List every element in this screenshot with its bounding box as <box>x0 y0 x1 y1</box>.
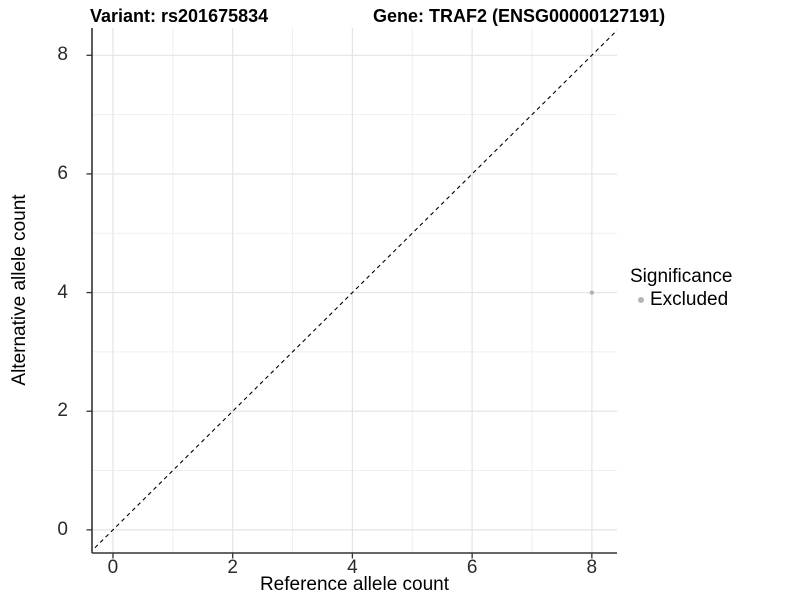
plot-title-gene: Gene: TRAF2 (ENSG00000127191) <box>373 6 666 26</box>
identity-line <box>92 29 617 552</box>
legend-entry-label: Excluded <box>650 289 729 310</box>
y-tick-label: 0 <box>57 518 68 540</box>
x-tick-label: 2 <box>227 557 238 578</box>
y-axis-title: Alternative allele count <box>9 194 30 386</box>
y-tick-label: 8 <box>57 44 68 66</box>
legend-entry-excluded: Excluded <box>630 289 732 310</box>
y-tick-label: 6 <box>57 162 68 184</box>
x-tick-label: 4 <box>347 557 358 578</box>
y-tick-label: 4 <box>57 281 68 303</box>
x-axis-title: Reference allele count <box>259 574 450 595</box>
x-tick-label: 0 <box>107 557 119 578</box>
data-point <box>589 290 595 295</box>
legend: Significance Excluded <box>630 266 732 310</box>
x-tick-label: 6 <box>466 557 478 578</box>
legend-title: Significance <box>630 266 733 287</box>
plot-title-variant: Variant: rs201675834 <box>90 6 269 26</box>
legend-key-dot <box>635 294 647 306</box>
y-tick-label: 2 <box>57 400 68 422</box>
x-tick-label: 8 <box>586 557 598 578</box>
